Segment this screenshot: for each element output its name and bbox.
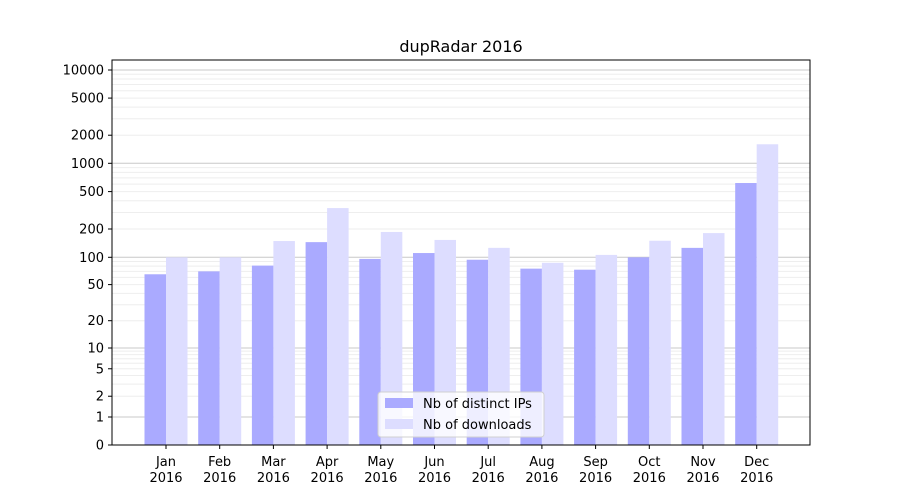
bar-distinct-ips — [305, 242, 328, 445]
axes-frame — [111, 59, 811, 446]
y-tick-label: 5 — [96, 362, 104, 377]
x-tick-label-line: Feb — [208, 455, 231, 470]
x-tick-label-line: Jul — [479, 455, 496, 470]
x-tick-label: Jun 2016 — [418, 455, 451, 486]
y-tick-label: 10000 — [63, 64, 104, 79]
x-tick-label-line: 2016 — [472, 471, 505, 486]
chart-title: dupRadar 2016 — [399, 37, 522, 56]
x-tick-label-line: 2016 — [525, 471, 558, 486]
bar-distinct-ips — [627, 257, 650, 445]
x-tick-label-line: 2016 — [633, 471, 666, 486]
y-axis: 0 1 2 5 10 20 50 100 200 500 1000 2000 5000 10000 — [63, 64, 112, 454]
x-tick-label: Oct 2016 — [633, 455, 666, 486]
x-tick-label-line: 2016 — [364, 471, 397, 486]
bar-distinct-ips — [198, 271, 220, 445]
x-tick-label-line: Mar — [261, 455, 286, 470]
x-tick-label-line: Apr — [316, 455, 339, 470]
y-tick-label: 1000 — [71, 157, 104, 172]
x-tick-label-line: 2016 — [149, 471, 182, 486]
bar-downloads — [219, 257, 242, 445]
x-tick-label-line: Jun — [423, 455, 444, 470]
x-tick-label-line: May — [367, 455, 394, 470]
x-tick-label-line: 2016 — [418, 471, 451, 486]
x-tick-label-line: Dec — [744, 455, 769, 470]
y-tick-label: 0 — [96, 439, 104, 454]
legend-swatch — [385, 398, 413, 408]
y-tick-label: 2000 — [71, 129, 104, 144]
x-tick-label-line: 2016 — [579, 471, 612, 486]
legend-label: Nb of distinct IPs — [423, 397, 532, 412]
x-tick-label-line: 2016 — [311, 471, 344, 486]
x-tick-label: Aug 2016 — [525, 455, 558, 486]
x-tick-label: Jul 2016 — [472, 455, 505, 486]
y-tick-label: 10 — [87, 342, 104, 357]
x-tick-label-line: Aug — [529, 455, 554, 470]
x-tick-label: Dec 2016 — [740, 455, 773, 486]
y-tick-label: 100 — [79, 251, 104, 266]
legend-box — [377, 391, 545, 438]
y-tick-label: 1 — [96, 411, 104, 426]
legend: Nb of distinct IPs Nb of downloads — [377, 391, 545, 438]
bar-distinct-ips — [359, 258, 381, 445]
bar-distinct-ips — [735, 183, 757, 446]
bar-downloads — [327, 208, 349, 445]
bar-downloads — [541, 262, 564, 445]
bar-downloads — [273, 241, 295, 445]
x-tick-label-line: 2016 — [740, 471, 773, 486]
x-tick-label: Sep 2016 — [579, 455, 612, 486]
x-tick-label: Apr 2016 — [311, 455, 344, 486]
bar-downloads — [649, 240, 671, 445]
y-tick-label: 2 — [96, 390, 104, 405]
bar-distinct-ips — [251, 265, 274, 445]
bar-distinct-ips — [574, 269, 596, 445]
y-tick-label: 20 — [87, 314, 104, 329]
bar-distinct-ips — [681, 247, 703, 445]
legend-swatch — [385, 419, 413, 429]
bar-downloads — [703, 233, 725, 445]
x-tick-label: May 2016 — [364, 455, 397, 486]
bar-downloads — [166, 257, 188, 445]
x-tick-label: Feb 2016 — [203, 455, 236, 486]
y-tick-label: 50 — [87, 278, 104, 293]
x-tick-label: Jan 2016 — [149, 455, 182, 486]
x-tick-label: Nov 2016 — [686, 455, 719, 486]
x-tick-label-line: 2016 — [257, 471, 290, 486]
legend-label: Nb of downloads — [423, 418, 532, 433]
x-tick-label-line: Nov — [690, 455, 716, 470]
x-tick-label-line: Jan — [155, 455, 176, 470]
x-tick-label-line: Oct — [638, 455, 660, 470]
bar-downloads — [595, 254, 618, 445]
x-tick-label: Mar 2016 — [257, 455, 290, 486]
x-tick-label-line: 2016 — [203, 471, 236, 486]
bar-downloads — [756, 144, 779, 445]
y-tick-label: 500 — [79, 185, 104, 200]
bar-distinct-ips — [144, 274, 166, 445]
y-tick-label: 200 — [79, 223, 104, 238]
x-tick-label-line: 2016 — [686, 471, 719, 486]
x-tick-label-line: Sep — [583, 455, 608, 470]
y-tick-label: 5000 — [71, 92, 104, 107]
